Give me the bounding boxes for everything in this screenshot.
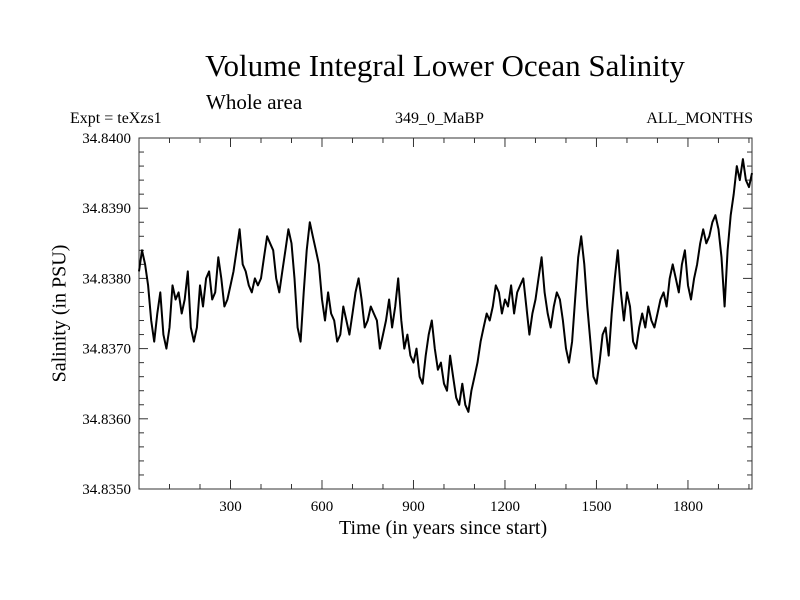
series-group: [138, 158, 753, 413]
x-axis-label: Time (in years since start): [339, 517, 548, 539]
y-tick-label: 34.8390: [82, 201, 131, 217]
y-tick-label: 34.8350: [82, 482, 131, 498]
x-tick-label: 600: [311, 499, 334, 515]
y-tick-label: 34.8370: [82, 342, 131, 358]
x-tick-label: 300: [219, 499, 242, 515]
y-tick-label: 34.8380: [82, 271, 131, 287]
months-label: ALL_MONTHS: [646, 110, 753, 127]
y-tick-label: 34.8360: [82, 412, 131, 428]
period-label: 349_0_MaBP: [395, 110, 484, 127]
x-tick-label: 1800: [673, 499, 703, 515]
experiment-label: Expt = teXzs1: [70, 110, 162, 127]
plot-frame: [138, 137, 753, 490]
series-line: [138, 158, 753, 413]
x-tick-label: 900: [402, 499, 425, 515]
y-tick-label: 34.8400: [82, 131, 131, 147]
chart-subtitle: Whole area: [206, 90, 303, 114]
x-tick-label: 1500: [581, 499, 611, 515]
chart-title: Volume Integral Lower Ocean Salinity: [205, 48, 685, 83]
x-tick-label: 1200: [490, 499, 520, 515]
axes: 300 600 900 1200 1500 1800 34.8350 34.8360 34.83…: [82, 131, 753, 515]
